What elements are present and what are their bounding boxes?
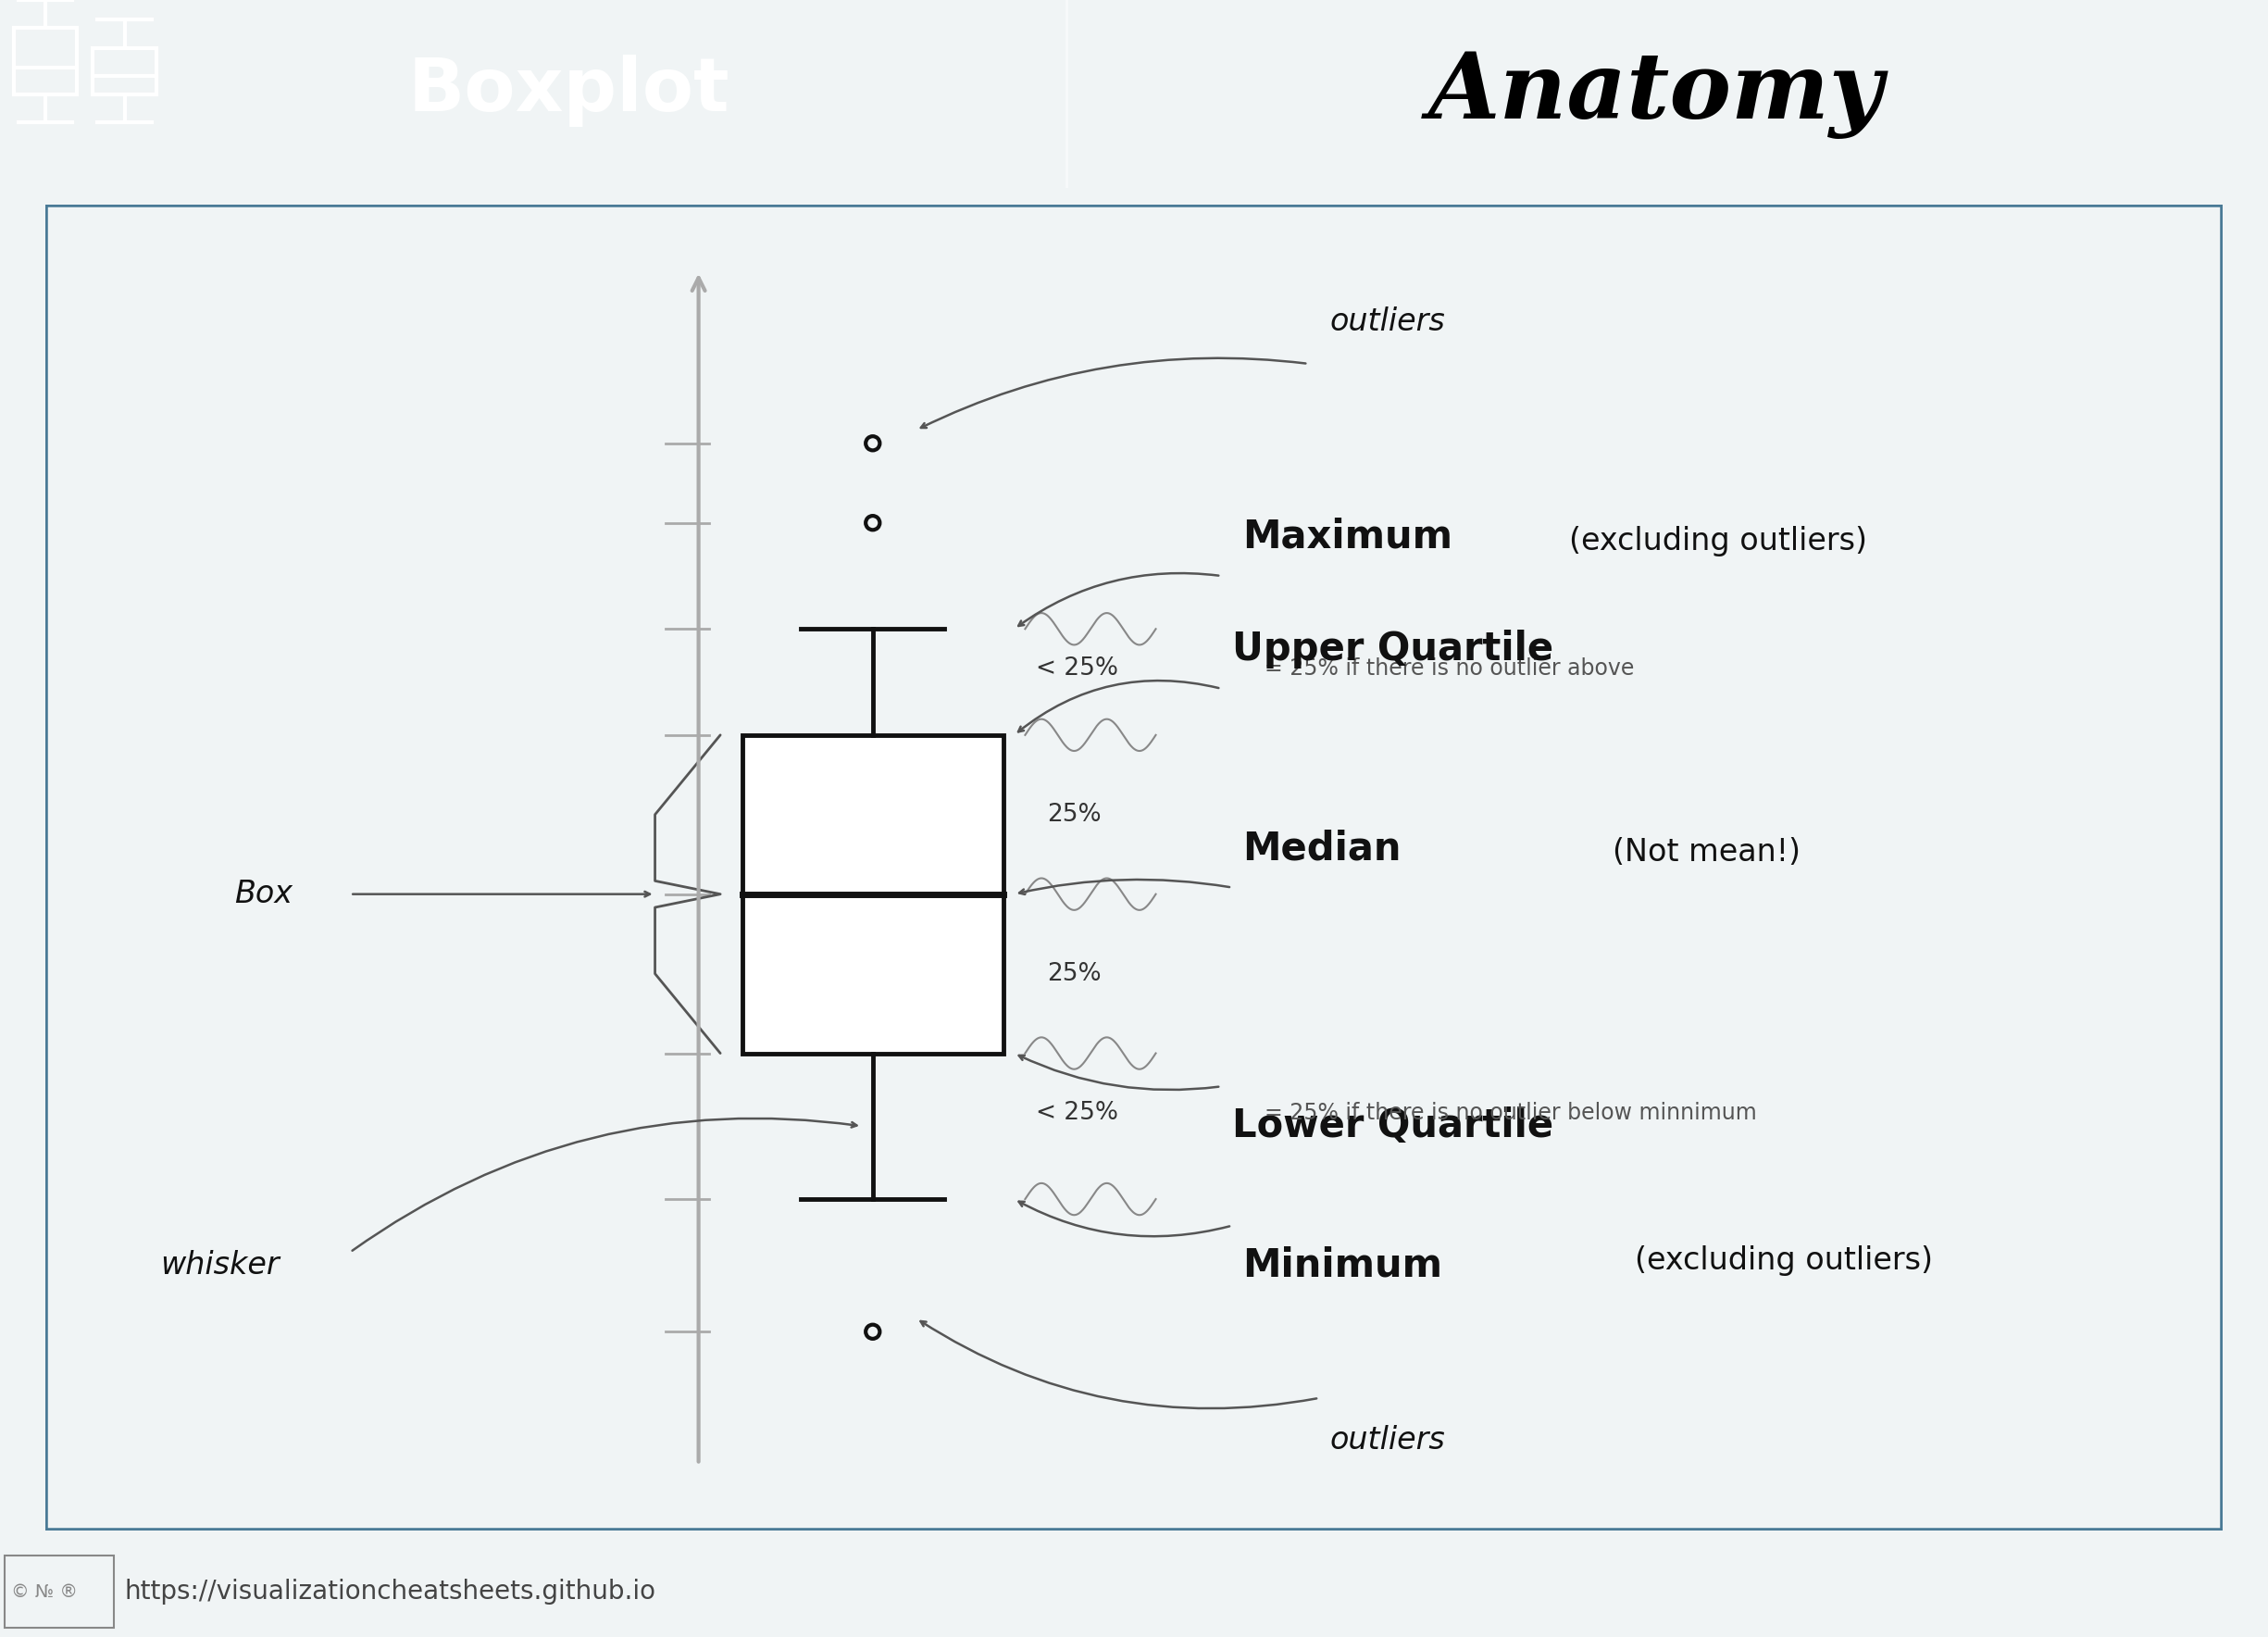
Text: (excluding outliers): (excluding outliers) — [1569, 525, 1867, 557]
Bar — [93, 47, 156, 93]
Text: 25%: 25% — [1048, 961, 1102, 985]
Bar — [5, 1555, 113, 1627]
Text: outliers: outliers — [1329, 1424, 1445, 1455]
Text: < 25%: < 25% — [1036, 1100, 1118, 1125]
Text: < 25%: < 25% — [1036, 656, 1118, 681]
Text: Upper Quartile: Upper Quartile — [1232, 630, 1554, 668]
Text: Lower Quartile: Lower Quartile — [1232, 1107, 1554, 1146]
Text: Maximum: Maximum — [1243, 517, 1454, 557]
Text: (excluding outliers): (excluding outliers) — [1635, 1246, 1932, 1277]
Text: Boxplot: Boxplot — [408, 54, 730, 126]
Text: Minimum: Minimum — [1243, 1246, 1442, 1285]
Text: = 25% if there is no outlier below minnimum: = 25% if there is no outlier below minni… — [1266, 1102, 1758, 1125]
Text: Box: Box — [234, 879, 293, 910]
Point — [855, 509, 891, 535]
Text: © № ®: © № ® — [11, 1583, 77, 1601]
Bar — [742, 735, 1002, 1053]
Text: Anatomy: Anatomy — [1429, 49, 1882, 139]
Text: 25%: 25% — [1048, 802, 1102, 827]
Text: https://visualizationcheatsheets.github.io: https://visualizationcheatsheets.github.… — [125, 1580, 655, 1604]
Text: = 25% if there is no outlier above: = 25% if there is no outlier above — [1266, 658, 1635, 679]
Text: outliers: outliers — [1329, 306, 1445, 337]
Point — [855, 1319, 891, 1346]
Text: (Not mean!): (Not mean!) — [1613, 837, 1801, 868]
Text: whisker: whisker — [161, 1251, 279, 1280]
Bar — [14, 28, 77, 93]
Text: Median: Median — [1243, 828, 1402, 868]
Point — [855, 431, 891, 457]
